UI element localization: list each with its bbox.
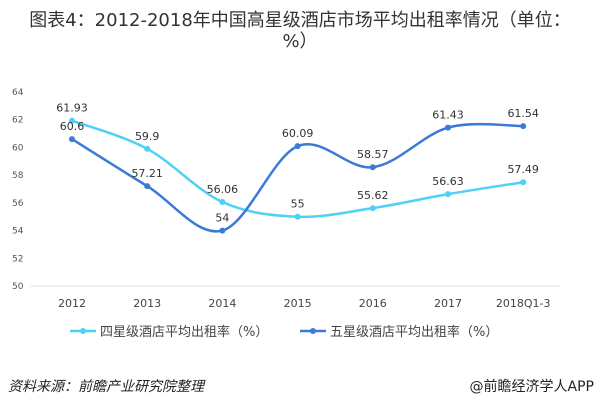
- y-tick-label: 56: [12, 199, 24, 209]
- data-label: 55.62: [357, 189, 389, 202]
- legend-marker: [80, 328, 86, 334]
- legend-label: 五星级酒店平均出租率（%）: [330, 324, 498, 340]
- data-label: 61.54: [507, 107, 539, 120]
- data-point: [520, 179, 527, 186]
- data-point: [445, 124, 451, 131]
- data-label: 59.9: [135, 130, 160, 143]
- y-tick-label: 64: [12, 88, 24, 98]
- data-label: 61.43: [432, 109, 464, 122]
- y-tick-label: 62: [12, 116, 23, 126]
- data-label: 58.57: [357, 148, 389, 161]
- y-tick-label: 52: [12, 254, 23, 264]
- data-point: [294, 213, 301, 220]
- chart-title: 图表4：2012-2018年中国高星级酒店市场平均出租率情况（单位：%）: [29, 10, 571, 52]
- data-point: [69, 136, 75, 143]
- data-label: 61.93: [56, 102, 88, 115]
- x-tick-label: 2017: [434, 297, 462, 310]
- data-point: [294, 143, 301, 150]
- y-tick-label: 60: [12, 143, 24, 153]
- y-tick-label: 50: [12, 282, 24, 292]
- data-point: [69, 117, 75, 124]
- line-chart: 50 52 54 56 58 60 62 64 2012 2013 2014 2015 2016 2017…: [12, 88, 560, 340]
- y-tick-label: 54: [12, 227, 24, 237]
- y-tick-label: 58: [12, 171, 24, 181]
- x-tick-label: 2012: [58, 297, 86, 310]
- x-tick-label: 2015: [284, 297, 312, 310]
- data-point: [144, 183, 151, 190]
- x-tick-label: 2013: [133, 297, 161, 310]
- brand-label: @前瞻经济学人APP: [469, 379, 594, 395]
- legend-marker: [310, 328, 316, 334]
- data-point: [369, 164, 376, 171]
- data-label: 60.6: [60, 120, 85, 133]
- source-note: 资料来源：前瞻产业研究院整理: [8, 379, 204, 395]
- data-label: 56.06: [207, 183, 239, 196]
- legend-label: 四星级酒店平均出租率（%）: [100, 324, 268, 340]
- data-label: 57.49: [507, 163, 539, 176]
- data-label: 54: [215, 212, 229, 225]
- data-label: 57.21: [131, 167, 163, 180]
- x-tick-label: 2018Q1-3: [496, 297, 551, 310]
- data-label: 55: [291, 198, 305, 211]
- data-label: 56.63: [432, 175, 464, 188]
- data-point: [144, 145, 151, 152]
- data-point: [219, 227, 226, 234]
- data-point: [445, 191, 451, 198]
- data-point: [219, 199, 226, 206]
- data-label: 60.09: [282, 127, 314, 140]
- x-tick-label: 2014: [208, 297, 236, 310]
- data-point: [520, 123, 527, 130]
- data-point: [369, 205, 376, 212]
- x-tick-label: 2016: [359, 297, 387, 310]
